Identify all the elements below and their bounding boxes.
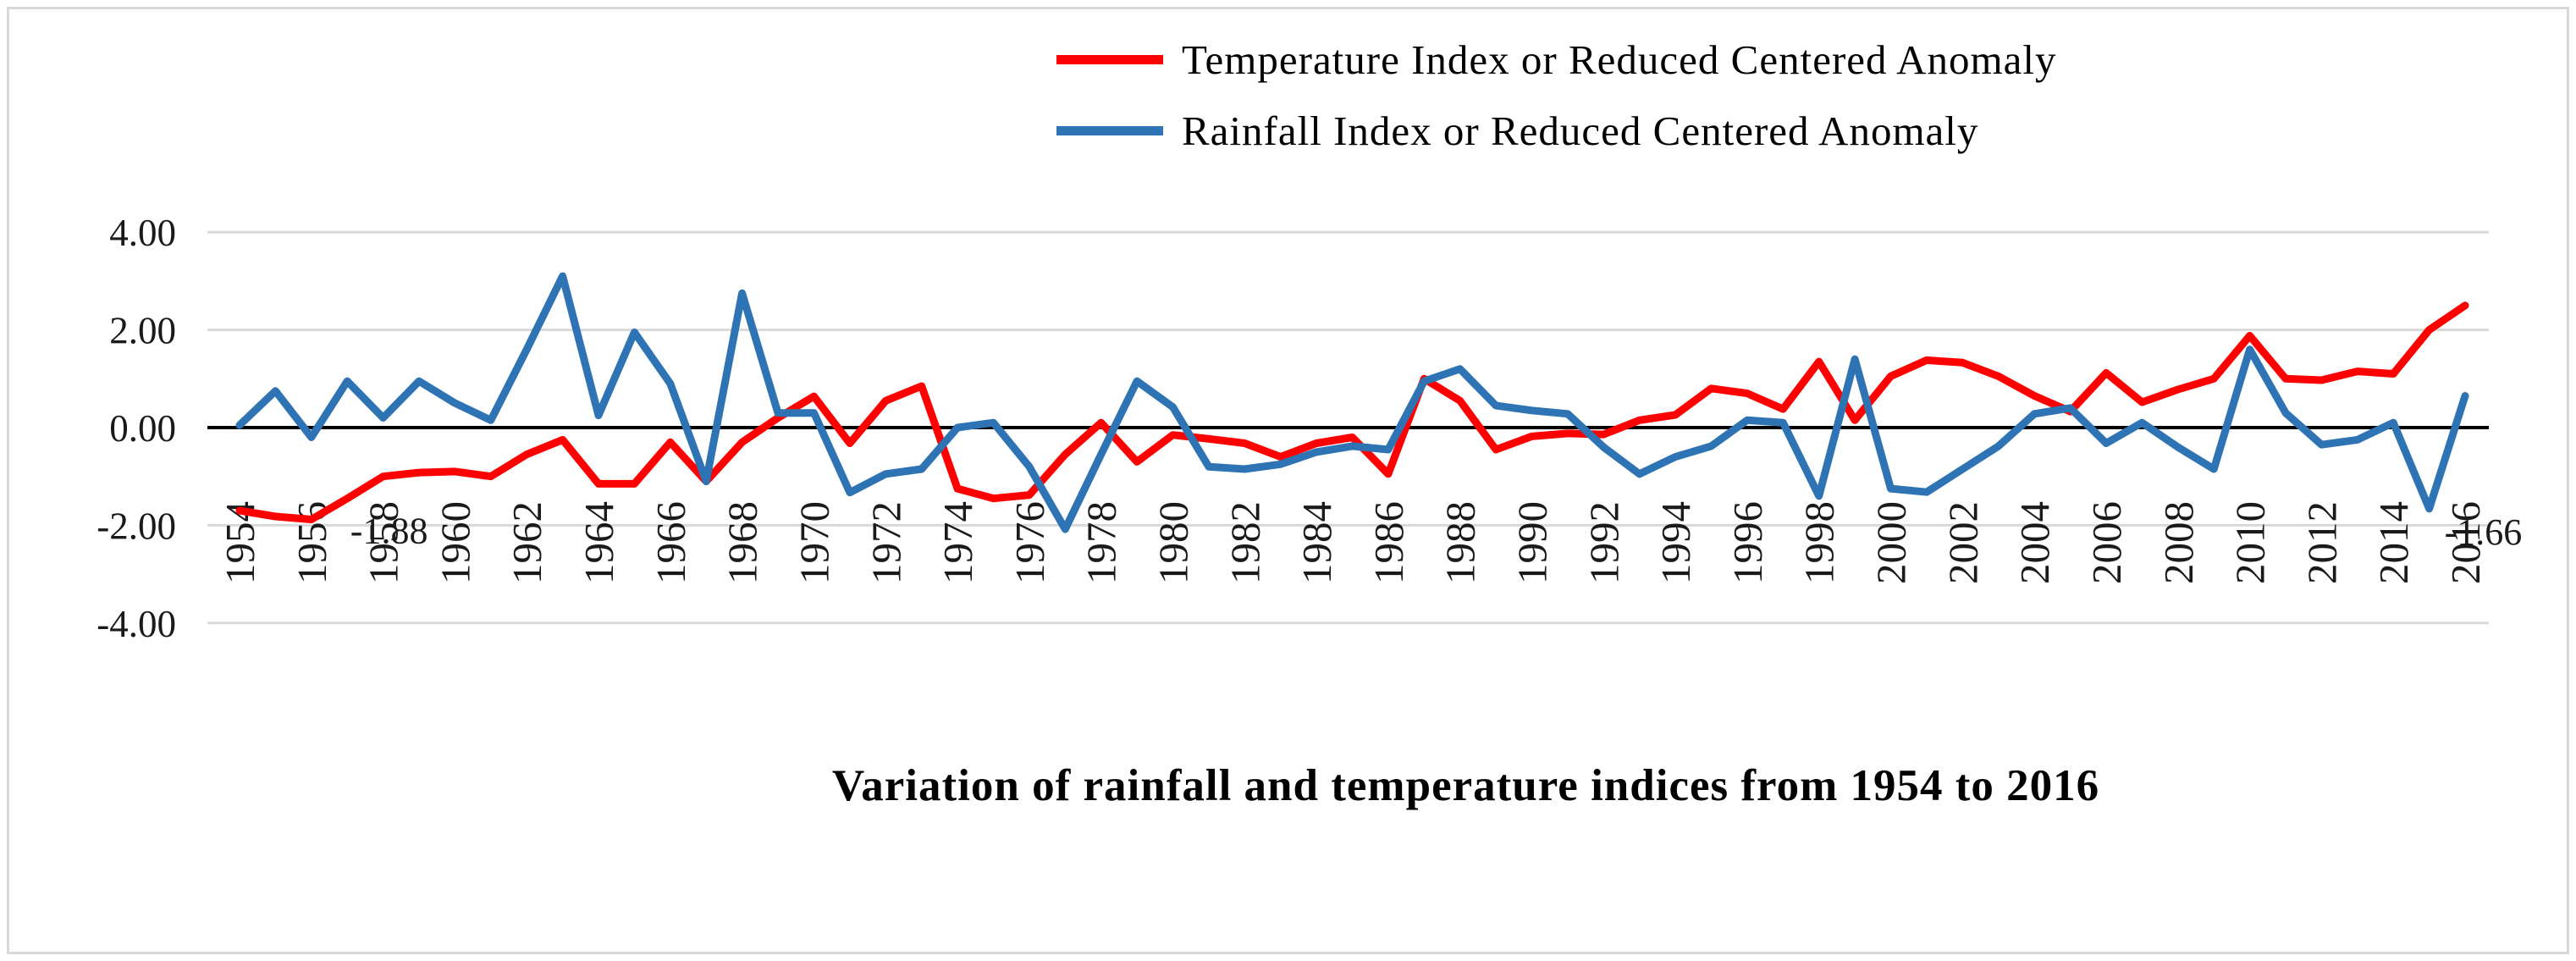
x-tick-label-2014: 2014 — [2370, 501, 2417, 584]
x-tick-label-1960: 1960 — [432, 501, 478, 584]
x-tick-label-2004: 2004 — [2011, 501, 2058, 584]
x-tick-label-1998: 1998 — [1796, 501, 1843, 584]
x-tick-label-1962: 1962 — [504, 501, 550, 584]
y-tick-label-0.00: 0.00 — [109, 407, 176, 450]
x-tick-label-1964: 1964 — [576, 501, 622, 584]
x-axis-labels-group: 1954 1956 1958 1960 1962 1964 1966 1968 1970 1972… — [217, 501, 2489, 584]
x-tick-label-1978: 1978 — [1078, 501, 1125, 584]
x-tick-label-1986: 1986 — [1365, 501, 1412, 584]
y-tick-label-4.00: 4.00 — [109, 212, 176, 254]
x-tick-label-1974: 1974 — [935, 501, 981, 584]
y-tick-label-2.00: 2.00 — [109, 310, 176, 352]
rainfall-line — [235, 272, 2469, 533]
x-tick-label-2016: 2016 — [2442, 501, 2489, 584]
data-label-temperature-1956: -1.88 — [350, 510, 428, 551]
x-tick-label-2006: 2006 — [2083, 501, 2130, 584]
legend-label-rainfall: Rainfall Index or Reduced Centered Anoma… — [1182, 107, 1979, 154]
data-labels-group: -1.88 -1.66 — [350, 510, 2522, 552]
x-tick-label-1966: 1966 — [648, 501, 694, 584]
x-tick-label-1970: 1970 — [791, 501, 837, 584]
x-tick-label-2000: 2000 — [1868, 501, 1915, 584]
x-tick-label-1988: 1988 — [1437, 501, 1484, 584]
x-tick-label-2008: 2008 — [2155, 501, 2202, 584]
x-tick-label-2002: 2002 — [1939, 501, 1986, 584]
series-lines-group — [235, 272, 2469, 533]
legend-item-temperature: Temperature Index or Reduced Centered An… — [1056, 34, 2056, 85]
x-tick-label-2012: 2012 — [2298, 501, 2345, 584]
x-tick-label-1994: 1994 — [1652, 501, 1699, 584]
x-tick-label-1968: 1968 — [720, 501, 766, 584]
chart-title: Variation of rainfall and temperature in… — [831, 761, 2100, 810]
x-tick-label-1958: 1958 — [361, 501, 407, 584]
x-tick-label-2010: 2010 — [2227, 501, 2274, 584]
temperature-line-swatch — [1056, 54, 1163, 64]
x-tick-label-1992: 1992 — [1580, 501, 1627, 584]
legend-item-rainfall: Rainfall Index or Reduced Centered Anoma… — [1056, 105, 2056, 156]
gridlines-group — [207, 230, 2489, 625]
y-tick-label--4.00: -4.00 — [97, 603, 176, 645]
temperature-line — [235, 301, 2469, 523]
x-tick-label-1976: 1976 — [1007, 501, 1053, 584]
data-label-rainfall-2015: -1.66 — [2445, 511, 2523, 553]
x-tick-label-1996: 1996 — [1724, 501, 1771, 584]
y-tick-label--2.00: -2.00 — [97, 505, 176, 547]
x-tick-label-1972: 1972 — [863, 501, 909, 584]
x-tick-label-1984: 1984 — [1294, 501, 1340, 584]
chart-legend: Temperature Index or Reduced Centered An… — [1056, 34, 2056, 176]
chart-border-frame — [7, 7, 2569, 954]
y-axis-labels-group: 4.00 2.00 0.00 -2.00 -4.00 — [97, 212, 176, 645]
legend-label-temperature: Temperature Index or Reduced Centered An… — [1182, 36, 2057, 83]
x-tick-label-1982: 1982 — [1222, 501, 1268, 584]
x-tick-label-1990: 1990 — [1509, 501, 1556, 584]
rainfall-line-swatch — [1056, 125, 1163, 135]
x-tick-label-1980: 1980 — [1150, 501, 1196, 584]
